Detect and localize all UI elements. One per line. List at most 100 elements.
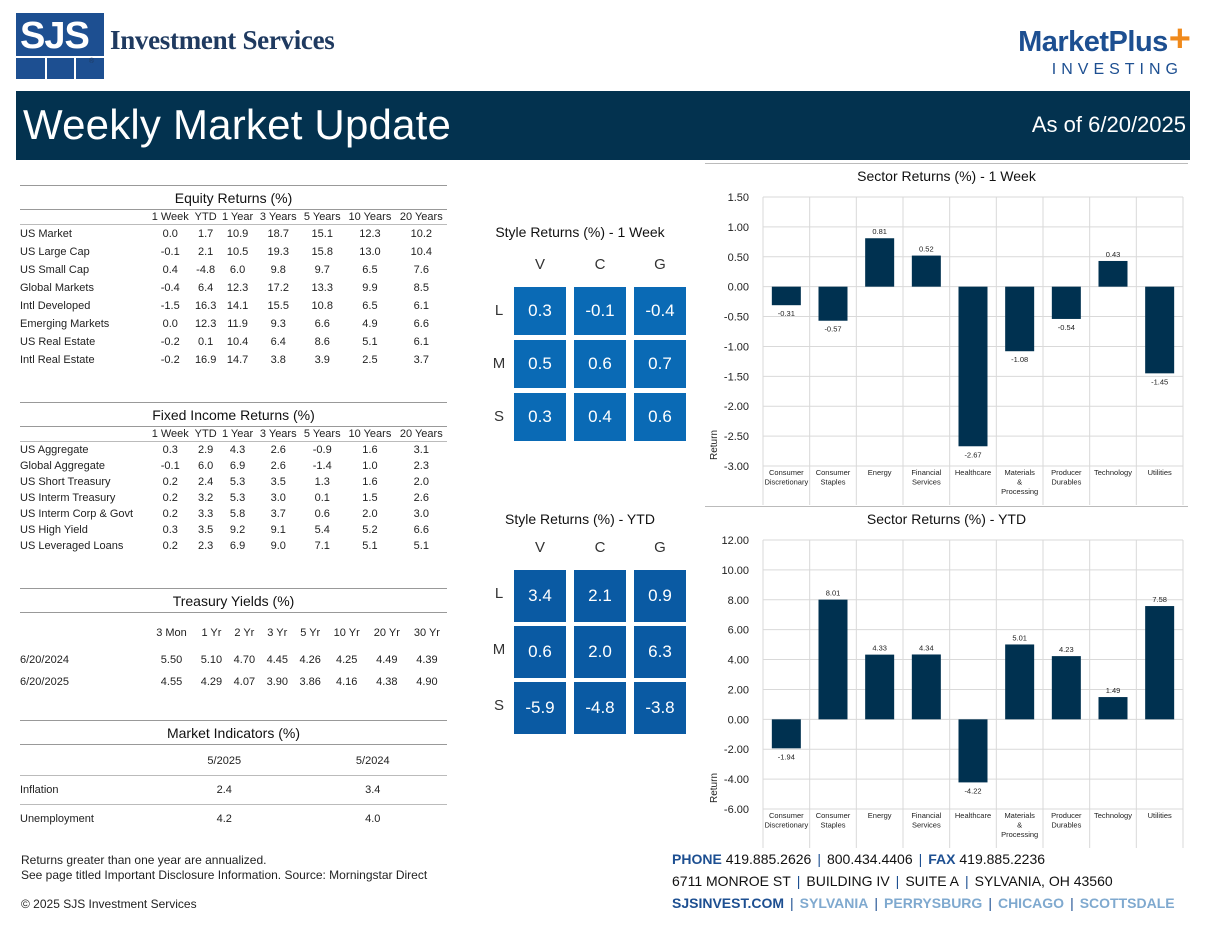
website-link[interactable]: SJSINVEST.COM bbox=[672, 895, 785, 911]
style-col-label: C bbox=[594, 539, 606, 556]
table-cell: 10.5 bbox=[226, 246, 249, 258]
bar bbox=[1051, 656, 1081, 720]
table-cell: 3.3 bbox=[198, 508, 214, 520]
y-tick-label: 1.50 bbox=[728, 192, 749, 204]
table-cell: 5.2 bbox=[362, 524, 378, 536]
table-cell: 3.0 bbox=[270, 492, 286, 504]
address-street: 6711 MONROE ST bbox=[672, 873, 791, 889]
table-cell: 6.5 bbox=[362, 300, 378, 312]
sjs-logo-letters: SJS bbox=[20, 15, 90, 57]
row-label: US Short Treasury bbox=[20, 476, 111, 488]
indicators-data-table: 5/2025 5/2024 Inflation 2.4 3.4 Unemployment… bbox=[20, 747, 447, 833]
phone-number-2: 800.434.4406 bbox=[826, 851, 913, 867]
row-label: US Real Estate bbox=[20, 336, 96, 348]
style-returns-ytd: Style Returns (%) - YTD V C G L 3.4 2.1 0.9 M 0.… bbox=[470, 511, 690, 741]
row-label: Intl Real Estate bbox=[20, 354, 95, 366]
data-label: 4.34 bbox=[919, 643, 934, 652]
table-cell: 0.1 bbox=[314, 492, 330, 504]
table-cell: 17.2 bbox=[267, 282, 289, 294]
data-label: -1.45 bbox=[1151, 377, 1168, 386]
style-col-label: C bbox=[594, 256, 606, 273]
style-cell: 3.4 bbox=[514, 570, 566, 622]
bar bbox=[1145, 286, 1175, 374]
y-tick-label: -0.50 bbox=[724, 312, 749, 324]
bar bbox=[1005, 286, 1035, 352]
table-cell: 2.6 bbox=[270, 444, 286, 456]
table-cell: 4.26 bbox=[299, 654, 321, 666]
data-label: -0.57 bbox=[824, 325, 841, 334]
table-cell: 6.5 bbox=[362, 264, 378, 276]
table-row: Emerging Markets 0.0 12.3 11.9 9.3 6.6 4.9 6.6 bbox=[20, 315, 447, 333]
y-tick-label: 1.00 bbox=[728, 222, 749, 234]
category-label: Financial bbox=[911, 468, 941, 477]
table-row: US Short Treasury 0.2 2.4 5.3 3.5 1.3 1.6 2.0 bbox=[20, 474, 447, 490]
category-label: Materials bbox=[1004, 811, 1035, 820]
table-cell: 19.3 bbox=[267, 246, 289, 258]
y-tick-label: 6.00 bbox=[728, 625, 749, 637]
table-cell: 4.45 bbox=[266, 654, 288, 666]
style-cell: 0.3 bbox=[514, 393, 566, 441]
category-label: Services bbox=[912, 821, 941, 830]
table-cell: -0.2 bbox=[160, 336, 180, 348]
y-tick-label: -2.00 bbox=[724, 401, 749, 413]
table-cell: 4.2 bbox=[216, 813, 232, 825]
category-label: Consumer bbox=[816, 811, 851, 820]
bar bbox=[1051, 286, 1081, 319]
table-cell: 6.9 bbox=[229, 540, 246, 552]
table-cell: 12.3 bbox=[194, 318, 217, 330]
table-cell: 4.90 bbox=[416, 676, 438, 688]
category-label: Processing bbox=[1001, 830, 1038, 839]
category-label: Processing bbox=[1001, 487, 1038, 496]
style-cell: 0.4 bbox=[574, 393, 626, 441]
table-cell: 3.9 bbox=[314, 354, 330, 366]
fax-label: FAX bbox=[928, 851, 956, 867]
table-row: US Small Cap 0.4 -4.8 6.0 9.8 9.7 6.5 7.6 bbox=[20, 261, 447, 279]
table-cell: 4.49 bbox=[376, 654, 398, 666]
y-axis-label: Return bbox=[709, 430, 720, 460]
table-cell: 5.4 bbox=[314, 524, 330, 536]
table-cell: 3.8 bbox=[270, 354, 286, 366]
style-week-title: Style Returns (%) - 1 Week bbox=[495, 224, 665, 240]
category-label: Services bbox=[912, 478, 941, 487]
style-cell: -4.8 bbox=[574, 682, 626, 734]
category-label: Energy bbox=[868, 811, 892, 820]
style-cell: 0.5 bbox=[514, 340, 566, 388]
table-cell: 10.8 bbox=[311, 300, 333, 312]
table-cell: -4.8 bbox=[196, 264, 216, 276]
table-cell: 6.9 bbox=[229, 460, 246, 472]
table-cell: 5.8 bbox=[229, 508, 246, 520]
y-axis-label: Return bbox=[709, 773, 720, 803]
table-cell: 0.4 bbox=[162, 264, 178, 276]
data-label: -1.08 bbox=[1011, 355, 1028, 364]
style-row-label: M bbox=[492, 641, 506, 658]
style-cell: 0.9 bbox=[634, 570, 686, 622]
column-header: 10 Yr bbox=[333, 627, 360, 639]
bar bbox=[818, 286, 848, 321]
category-label: Consumer bbox=[769, 468, 804, 477]
table-cell: 13.3 bbox=[311, 282, 333, 294]
table-cell: 2.9 bbox=[198, 444, 214, 456]
fixed-income-title: Fixed Income Returns (%) bbox=[152, 407, 315, 423]
category-label: Durables bbox=[1051, 821, 1081, 830]
column-header: 1 Year bbox=[218, 210, 257, 225]
market-indicators-table: Market Indicators (%) 5/2025 5/2024 Infla… bbox=[20, 720, 447, 833]
table-cell: 4.07 bbox=[233, 676, 256, 688]
data-label: 7.58 bbox=[1152, 595, 1167, 604]
table-cell: 9.0 bbox=[270, 540, 286, 552]
category-label: Consumer bbox=[769, 811, 804, 820]
table-cell: 8.5 bbox=[413, 282, 429, 294]
table-cell: 10.4 bbox=[226, 336, 249, 348]
page-title: Weekly Market Update bbox=[23, 101, 452, 148]
category-label: Consumer bbox=[816, 468, 851, 477]
table-row: US High Yield 0.3 3.5 9.2 9.1 5.4 5.2 6.6 bbox=[20, 522, 447, 538]
style-col-label: G bbox=[654, 539, 666, 556]
style-cell: 0.6 bbox=[514, 626, 566, 678]
table-row: US Market 0.0 1.7 10.9 18.7 15.1 12.3 10.2 bbox=[20, 225, 447, 244]
table-cell: 9.3 bbox=[270, 318, 286, 330]
table-cell: 1.6 bbox=[362, 444, 378, 456]
table-cell: 3.7 bbox=[270, 508, 286, 520]
as-of-date: As of 6/20/2025 bbox=[1031, 112, 1186, 137]
table-cell: 9.9 bbox=[362, 282, 378, 294]
column-header: 1 Year bbox=[218, 427, 257, 442]
column-header: 2 Yr bbox=[234, 627, 255, 639]
